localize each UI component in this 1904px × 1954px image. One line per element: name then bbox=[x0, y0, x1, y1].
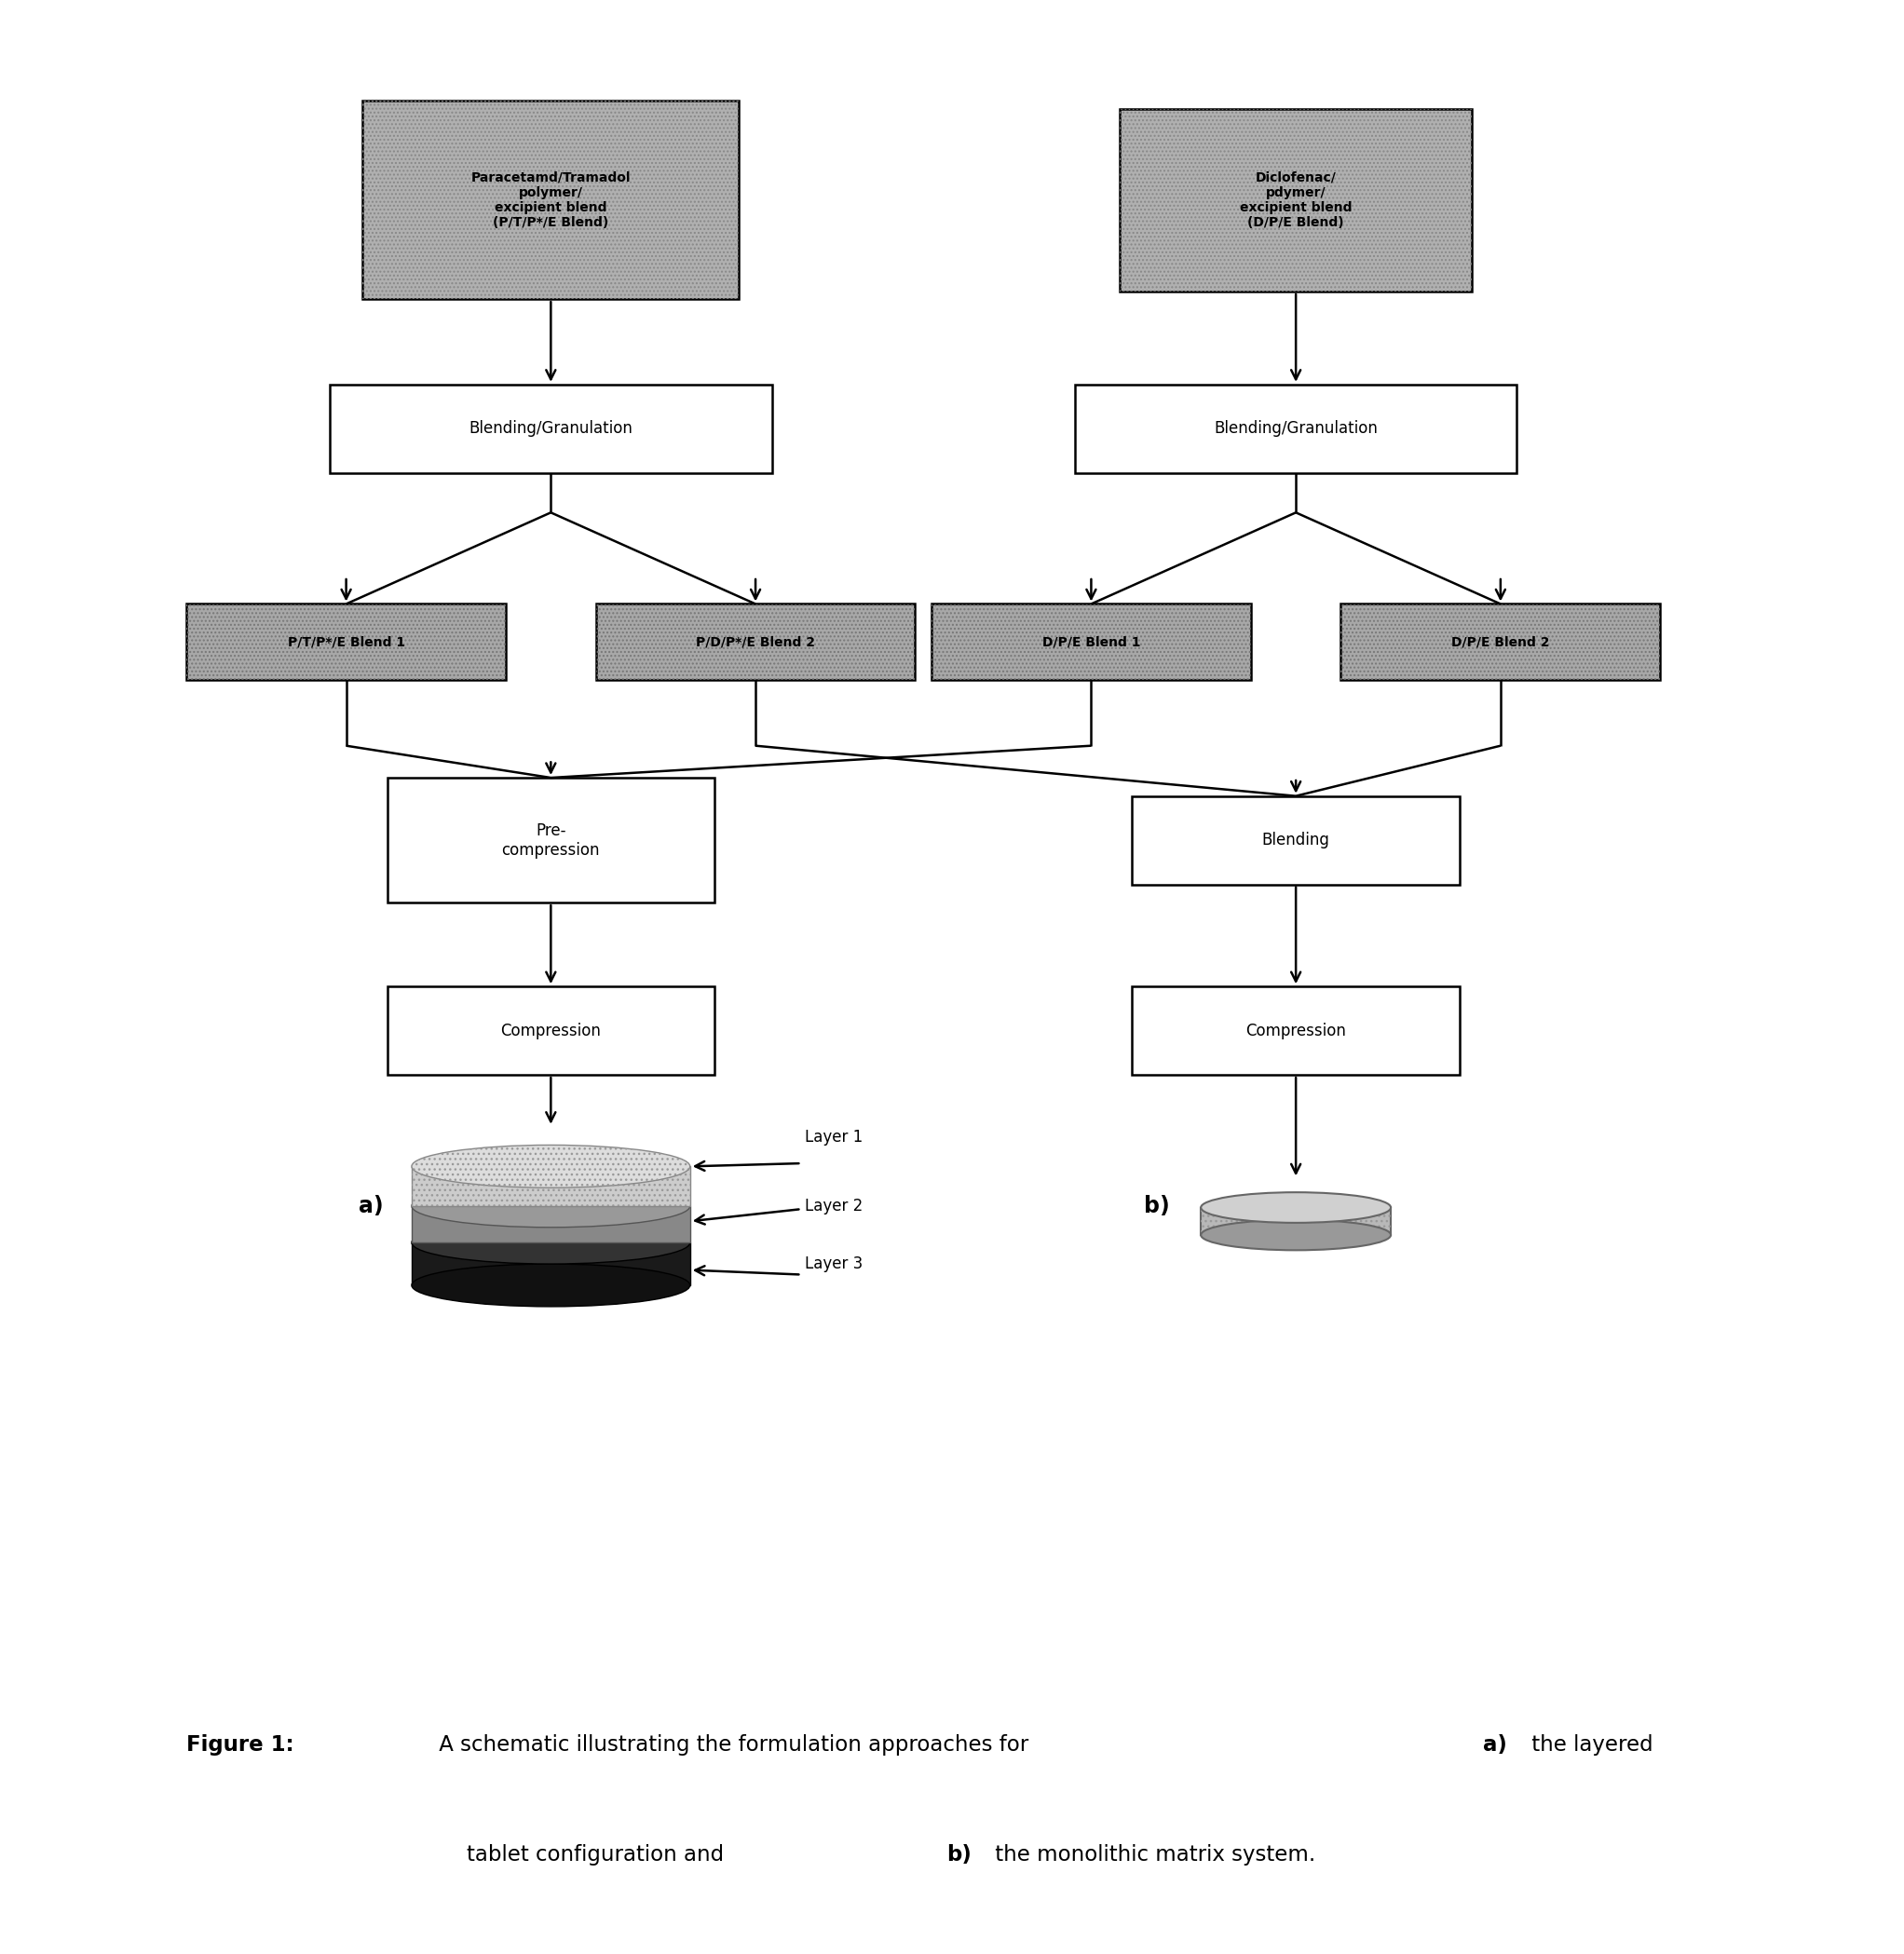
Text: Blending/Granulation: Blending/Granulation bbox=[1215, 420, 1378, 438]
FancyBboxPatch shape bbox=[362, 102, 739, 299]
Text: Blending/Granulation: Blending/Granulation bbox=[468, 420, 632, 438]
Bar bbox=[411, 1243, 689, 1286]
Text: P/T/P*/E Blend 1: P/T/P*/E Blend 1 bbox=[288, 635, 406, 649]
Ellipse shape bbox=[411, 1145, 689, 1188]
Text: tablet configuration and b) the monolithic matrix system.: tablet configuration and b) the monolith… bbox=[645, 1845, 1259, 1864]
FancyBboxPatch shape bbox=[1076, 385, 1517, 473]
FancyBboxPatch shape bbox=[1120, 109, 1472, 291]
Bar bbox=[411, 1167, 689, 1206]
FancyBboxPatch shape bbox=[187, 604, 506, 680]
FancyBboxPatch shape bbox=[1340, 604, 1660, 680]
FancyBboxPatch shape bbox=[931, 604, 1251, 680]
FancyBboxPatch shape bbox=[329, 385, 771, 473]
Ellipse shape bbox=[1201, 1219, 1390, 1251]
Text: the monolithic matrix system.: the monolithic matrix system. bbox=[988, 1845, 1316, 1864]
Ellipse shape bbox=[411, 1184, 689, 1227]
Ellipse shape bbox=[411, 1264, 689, 1307]
Text: Pre-
compression: Pre- compression bbox=[501, 823, 600, 858]
Text: D/P/E Blend 1: D/P/E Blend 1 bbox=[1041, 635, 1140, 649]
Bar bbox=[1201, 1208, 1390, 1235]
FancyBboxPatch shape bbox=[387, 987, 714, 1075]
Text: D/P/E Blend 2: D/P/E Blend 2 bbox=[1451, 635, 1550, 649]
Bar bbox=[411, 1206, 689, 1243]
Bar bbox=[411, 1167, 689, 1206]
Text: Blending: Blending bbox=[1262, 832, 1329, 848]
Text: Layer 1: Layer 1 bbox=[805, 1129, 863, 1145]
FancyBboxPatch shape bbox=[387, 778, 714, 903]
Text: the layered: the layered bbox=[1525, 1733, 1653, 1755]
Text: Compression: Compression bbox=[501, 1022, 602, 1040]
Ellipse shape bbox=[1201, 1192, 1390, 1223]
Text: A schematic illustrating the formulation approaches for: A schematic illustrating the formulation… bbox=[432, 1733, 1036, 1755]
Text: a): a) bbox=[358, 1194, 383, 1217]
Ellipse shape bbox=[411, 1221, 689, 1264]
Text: Figure 1:: Figure 1: bbox=[187, 1733, 295, 1755]
Text: Figure 1: A schematic illustrating the formulation approaches for a) the layered: Figure 1: A schematic illustrating the f… bbox=[529, 1733, 1375, 1755]
Text: b): b) bbox=[1144, 1194, 1169, 1217]
Text: Diclofenac/
pdymer/
excipient blend
(D/P/E Blend): Diclofenac/ pdymer/ excipient blend (D/P… bbox=[1240, 170, 1352, 229]
FancyBboxPatch shape bbox=[1133, 795, 1460, 885]
Text: Layer 2: Layer 2 bbox=[805, 1198, 863, 1213]
Text: b): b) bbox=[946, 1845, 971, 1864]
Text: Paracetamd/Tramadol
polymer/
excipient blend
(P/T/P*/E Blend): Paracetamd/Tramadol polymer/ excipient b… bbox=[470, 170, 630, 229]
Text: P/D/P*/E Blend 2: P/D/P*/E Blend 2 bbox=[695, 635, 815, 649]
FancyBboxPatch shape bbox=[1133, 987, 1460, 1075]
Text: Layer 3: Layer 3 bbox=[805, 1256, 863, 1272]
FancyBboxPatch shape bbox=[596, 604, 916, 680]
Text: a): a) bbox=[1483, 1733, 1508, 1755]
Text: Compression: Compression bbox=[1245, 1022, 1346, 1040]
Bar bbox=[1201, 1208, 1390, 1235]
Text: tablet configuration and: tablet configuration and bbox=[466, 1845, 731, 1864]
